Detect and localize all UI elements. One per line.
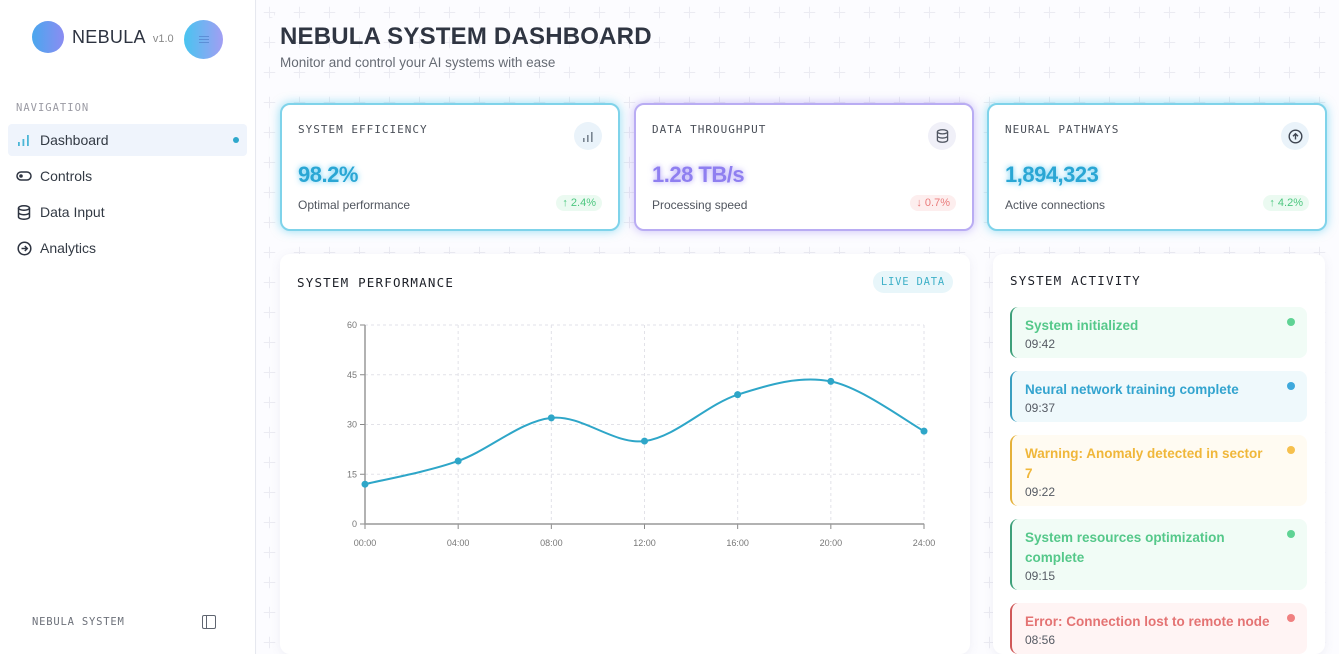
activity-message: Neural network training complete [1025, 382, 1239, 397]
status-dot [1287, 530, 1295, 538]
stat-description: Optimal performance [298, 198, 411, 212]
x-tick-label: 04:00 [447, 538, 470, 548]
sidebar-nav: Dashboard Controls Data Input Analytics [8, 124, 247, 268]
y-tick-label: 0 [352, 519, 357, 529]
x-tick-label: 00:00 [354, 538, 377, 548]
chart-grid [365, 324, 925, 524]
status-dot [1287, 446, 1295, 454]
stat-value: 1,894,323 [1005, 162, 1099, 187]
sidebar-item-label: Dashboard [40, 132, 109, 148]
stat-value: 98.2% [298, 162, 358, 187]
sidebar-item-dashboard[interactable]: Dashboard [8, 124, 247, 156]
bar-chart-icon [574, 122, 602, 150]
activity-item[interactable]: Warning: Anomaly detected in sector 7 09… [1010, 435, 1307, 506]
stat-card-system-efficiency[interactable]: SYSTEM EFFICIENCY 98.2% Optimal performa… [280, 103, 620, 231]
y-tick-label: 60 [347, 320, 357, 330]
sidebar-item-controls[interactable]: Controls [8, 160, 247, 192]
activity-time: 09:22 [1025, 485, 1056, 499]
y-tick-label: 15 [347, 469, 357, 479]
data-point [827, 377, 835, 385]
chart-axes: 0 15 30 45 60 00:00 04:00 08:00 12:00 16:00 20:00 2… [347, 320, 935, 548]
hamburger-icon [198, 36, 209, 43]
brand[interactable]: NEBULA v1.0 [32, 21, 174, 53]
database-icon [928, 122, 956, 150]
y-tick-label: 30 [347, 420, 357, 430]
data-point [547, 414, 555, 422]
activity-panel: SYSTEM ACTIVITY System initialized 09:42… [993, 254, 1325, 654]
toggle-icon [16, 168, 32, 184]
main-content: NEBULA SYSTEM DASHBOARD Monitor and cont… [257, 0, 1339, 654]
y-tick-label: 45 [347, 370, 357, 380]
activity-message: System initialized [1025, 318, 1139, 333]
activity-time: 09:15 [1025, 569, 1056, 583]
data-point [734, 391, 742, 399]
activity-list: System initialized 09:42 Neural network … [1010, 307, 1307, 654]
page-title: NEBULA SYSTEM DASHBOARD [280, 23, 652, 50]
brand-name: NEBULA [72, 26, 146, 47]
stat-description: Active connections [1005, 198, 1106, 212]
logo-icon [32, 21, 64, 53]
sidebar-toggle-icon[interactable] [202, 615, 216, 629]
active-indicator [233, 137, 239, 143]
activity-item[interactable]: System resources optimization complete 0… [1010, 519, 1307, 590]
x-tick-label: 08:00 [540, 538, 563, 548]
sidebar-item-label: Data Input [40, 204, 105, 220]
panel-title: SYSTEM PERFORMANCE [297, 275, 455, 290]
activity-item[interactable]: Error: Connection lost to remote node 08… [1010, 603, 1307, 654]
activity-message: Error: Connection lost to remote node [1025, 614, 1270, 629]
arrow-circle-up-icon [1281, 122, 1309, 150]
panel-title: SYSTEM ACTIVITY [1010, 273, 1141, 288]
nav-section-label: NAVIGATION [16, 102, 90, 114]
data-point [641, 437, 648, 445]
sidebar-item-label: Controls [40, 168, 93, 184]
series-line [364, 378, 925, 486]
stat-title: DATA THROUGHPUT [652, 123, 767, 136]
activity-item[interactable]: Neural network training complete 09:37 [1010, 371, 1307, 422]
sidebar-item-data-input[interactable]: Data Input [8, 196, 247, 228]
sidebar: NEBULA v1.0 NAVIGATION Dashboard Control… [0, 0, 256, 654]
status-dot [1287, 318, 1295, 326]
stat-title: NEURAL PATHWAYS [1005, 123, 1120, 136]
activity-time: 08:56 [1025, 633, 1056, 647]
activity-time: 09:42 [1025, 337, 1056, 351]
activity-time: 09:37 [1025, 401, 1056, 415]
data-point [454, 457, 462, 465]
bar-chart-icon [16, 132, 32, 148]
performance-panel: SYSTEM PERFORMANCE LIVE DATA 0 15 30 45 60 00… [280, 254, 970, 654]
menu-button[interactable] [184, 20, 223, 59]
performance-chart[interactable]: 0 15 30 45 60 00:00 04:00 08:00 12:00 16:00 20:00 2… [280, 254, 970, 654]
sidebar-item-analytics[interactable]: Analytics [8, 232, 247, 264]
x-tick-label: 16:00 [726, 538, 749, 548]
sidebar-footer-label: NEBULA SYSTEM [32, 616, 125, 628]
status-dot [1287, 614, 1295, 622]
activity-message: Warning: Anomaly detected in sector 7 [1025, 446, 1263, 481]
brand-version: v1.0 [152, 32, 174, 45]
stat-delta-badge: ↓ 0.7% [910, 195, 956, 211]
stat-delta-badge: ↑ 2.4% [556, 195, 602, 211]
x-tick-label: 24:00 [913, 538, 936, 548]
stat-card-neural-pathways[interactable]: NEURAL PATHWAYS 1,894,323 Active connect… [987, 103, 1327, 231]
data-point [361, 480, 369, 488]
chart-points [361, 377, 928, 488]
stat-value: 1.28 TB/s [652, 162, 745, 187]
x-tick-label: 20:00 [820, 538, 843, 548]
stat-delta-badge: ↑ 4.2% [1263, 195, 1309, 211]
stat-card-data-throughput[interactable]: DATA THROUGHPUT 1.28 TB/s Processing spe… [634, 103, 974, 231]
sidebar-item-label: Analytics [40, 240, 97, 256]
stat-description: Processing speed [652, 198, 748, 212]
data-point [920, 427, 928, 435]
x-tick-label: 12:00 [633, 538, 656, 548]
arrow-circle-right-icon [16, 240, 32, 256]
activity-item[interactable]: System initialized 09:42 [1010, 307, 1307, 358]
live-data-badge: LIVE DATA [872, 271, 953, 293]
status-dot [1287, 382, 1295, 390]
stat-title: SYSTEM EFFICIENCY [298, 123, 428, 136]
page-subtitle: Monitor and control your AI systems with… [280, 55, 556, 70]
activity-message: System resources optimization complete [1025, 530, 1225, 565]
database-icon [16, 204, 32, 220]
